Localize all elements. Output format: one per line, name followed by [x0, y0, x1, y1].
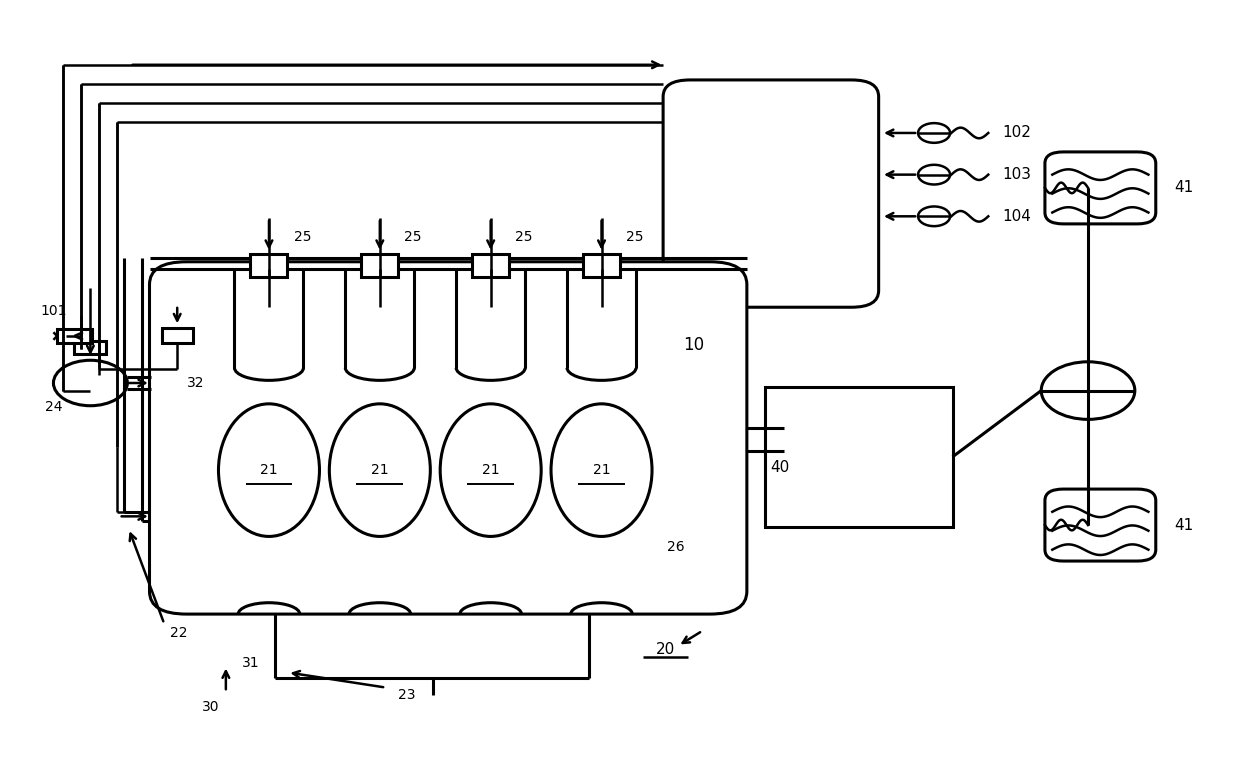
Bar: [74, 341, 107, 354]
Text: 24: 24: [45, 401, 62, 414]
Text: 21: 21: [593, 463, 610, 477]
Text: 25: 25: [294, 230, 311, 244]
Text: 104: 104: [1002, 209, 1030, 224]
Bar: [361, 254, 398, 277]
Text: 25: 25: [404, 230, 422, 244]
Bar: [250, 254, 288, 277]
FancyBboxPatch shape: [1045, 152, 1156, 224]
Text: 10: 10: [683, 336, 704, 354]
Text: 101: 101: [40, 304, 67, 318]
Text: 25: 25: [516, 230, 533, 244]
Text: 25: 25: [626, 230, 644, 244]
Text: 103: 103: [1002, 167, 1030, 182]
FancyBboxPatch shape: [150, 262, 746, 614]
Text: 102: 102: [1002, 126, 1030, 140]
Bar: [472, 254, 510, 277]
Text: 32: 32: [186, 376, 203, 390]
Text: 23: 23: [398, 688, 415, 702]
Text: 40: 40: [770, 460, 790, 476]
Bar: [161, 328, 192, 343]
Text: 20: 20: [656, 642, 676, 657]
Bar: [57, 329, 92, 343]
Bar: [765, 387, 952, 527]
Text: 41: 41: [1174, 181, 1193, 195]
Text: 31: 31: [242, 656, 259, 670]
Text: 26: 26: [667, 541, 684, 555]
Text: 41: 41: [1174, 518, 1193, 532]
FancyBboxPatch shape: [663, 80, 879, 307]
Text: 21: 21: [260, 463, 278, 477]
Bar: [583, 254, 620, 277]
Text: 22: 22: [170, 626, 188, 640]
FancyBboxPatch shape: [1045, 489, 1156, 561]
Text: 30: 30: [202, 700, 219, 714]
Text: 21: 21: [371, 463, 388, 477]
Text: 21: 21: [482, 463, 500, 477]
